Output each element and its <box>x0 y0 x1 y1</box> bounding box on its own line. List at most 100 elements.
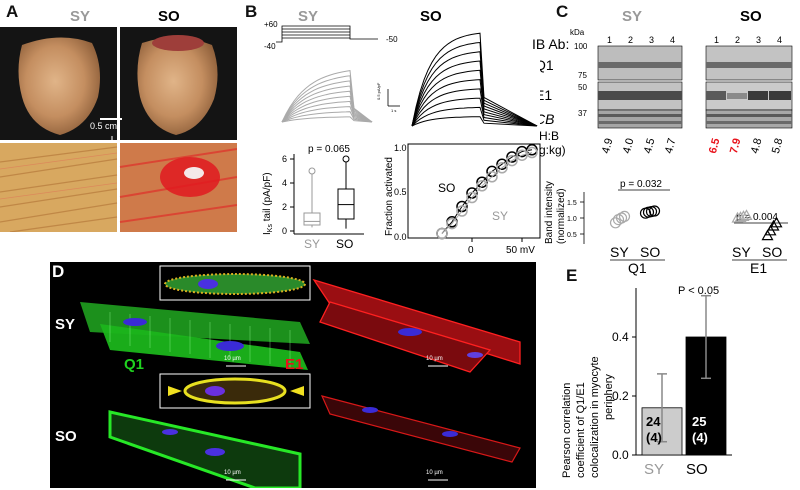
heart-photos <box>0 27 237 232</box>
trace-scale-x: 1 s <box>391 108 396 113</box>
panel-a-so-title: SO <box>158 8 180 25</box>
band-x-q1-sy: SY <box>610 244 629 260</box>
activation-point-sy <box>466 191 478 204</box>
pearson-ylabel-3: colocalization in myocyte <box>589 356 601 478</box>
marker-75: 75 <box>578 71 587 80</box>
activation-point-sy <box>446 217 458 230</box>
pearson-ylabel-2: coefficient of Q1/E1 <box>575 382 587 478</box>
activation-line-sy <box>441 152 533 234</box>
boxplot-ytick-2: 2 <box>282 202 287 212</box>
pearson-n-so: 25 <box>692 414 706 429</box>
panel-d-scale-so-q1: 10 µm <box>224 470 241 476</box>
band-point-e1 <box>740 209 753 221</box>
so-inset-arrow-right <box>290 386 304 396</box>
panel-c-sy-title: SY <box>622 8 643 25</box>
panel-d-label-q1: Q1 <box>124 356 145 373</box>
histology-sy <box>0 143 117 232</box>
box-iqr <box>337 188 355 220</box>
activation-ylabel: Fraction activated <box>384 157 395 236</box>
iks-boxplot: IKs tail (pA/pF) p = 0.065 0 2 4 6 SY SO <box>262 144 364 250</box>
panel-a-letter: A <box>6 2 19 21</box>
pearson-k-sy: (4) <box>646 430 662 445</box>
panel-d-scale-sy-e1: 10 µm <box>426 356 443 362</box>
so-trace <box>411 106 538 127</box>
panel-e-letter: E <box>566 266 578 285</box>
activation-label-so: SO <box>438 181 455 195</box>
protocol-vtail: -50 <box>386 35 398 44</box>
protocol-vhold: -40 <box>264 42 276 51</box>
activation-label-sy: SY <box>492 209 508 223</box>
so-trace <box>411 97 538 127</box>
activation-point-sy <box>456 205 468 217</box>
panel-d-scale-sy-q1: 10 µm <box>224 356 241 362</box>
sy-trace <box>281 70 373 123</box>
heart-scale-bar <box>100 118 122 120</box>
sy-trace <box>281 111 373 123</box>
activation-ytick-1: 1.0 <box>394 143 407 153</box>
sy-trace <box>281 85 373 123</box>
box-outlier <box>308 167 316 175</box>
boxplot-ytick-4: 4 <box>282 178 287 188</box>
so-current-traces <box>411 32 538 127</box>
panel-d-row-sy: SY <box>55 316 76 333</box>
boxplot-xtick-sy: SY <box>304 237 320 250</box>
lane-so-1: 1 <box>714 35 719 45</box>
protocol-steps <box>276 25 378 43</box>
activation-xtick-50: 50 mV <box>506 245 535 256</box>
band-point-e1 <box>770 216 783 228</box>
band-ytick-15: 1.5 <box>567 200 577 207</box>
boxplot-ytick-0: 0 <box>282 226 287 236</box>
pearson-p-value: P < 0.05 <box>678 285 719 297</box>
so-e1-cells <box>320 395 521 463</box>
activation-point-sy <box>486 171 498 183</box>
trace-scale-bar <box>387 89 400 107</box>
so-trace <box>411 41 538 127</box>
band-intensity-plot: Band intensity (normalized) p = 0.032 p … <box>544 179 788 276</box>
sy-trace <box>281 106 373 123</box>
activation-point-sy <box>496 162 508 174</box>
activation-plot: Fraction activated 0.0 0.5 1.0 0 50 mV S… <box>384 143 541 256</box>
band-x-e1-sy: SY <box>732 244 751 260</box>
lane-so-2: 2 <box>735 35 740 45</box>
band-x-q1-so: SO <box>640 244 660 260</box>
lane-sy-3: 3 <box>649 35 654 45</box>
pearson-ytick-02: 0.2 <box>612 389 629 403</box>
sy-trace <box>281 95 373 123</box>
activation-ytick-0: 0.0 <box>394 232 407 242</box>
box-outlier <box>342 155 350 163</box>
panel-d-label-e1: E1 <box>285 356 304 373</box>
panel-d-row-so: SO <box>55 428 77 445</box>
activation-ytick-05: 0.5 <box>394 187 407 197</box>
box-iqr <box>303 212 321 226</box>
activation-point-sy <box>476 180 488 192</box>
blot-sy-cb <box>597 109 683 129</box>
hb-label-1: H:B <box>540 129 559 143</box>
sy-trace <box>281 100 373 123</box>
so-trace <box>411 116 538 127</box>
kda-label: kDa <box>570 28 585 37</box>
pearson-k-so: (4) <box>692 430 708 445</box>
band-ytick-05: 0.5 <box>567 232 577 239</box>
activation-point-so <box>476 176 488 188</box>
marker-100: 100 <box>574 42 588 51</box>
pearson-ylabel-1: Pearson correlation <box>561 383 573 478</box>
trace-scale-y: 0.5 pA/pF <box>376 82 381 100</box>
so-trace <box>411 88 538 127</box>
band-x-e1-so: SO <box>762 244 782 260</box>
boxplot-xtick-so: SO <box>336 237 353 250</box>
activation-point-sy <box>436 227 448 240</box>
panel-b-so-title: SO <box>420 8 442 25</box>
band-group-q1: Q1 <box>628 260 647 276</box>
sy-trace <box>281 80 373 123</box>
band-ylabel-1: Band intensity <box>544 181 555 244</box>
confocal-images <box>80 265 521 488</box>
so-trace <box>411 79 538 127</box>
so-q1-cells <box>108 410 302 488</box>
sy-current-traces <box>281 70 373 123</box>
ib-ab-label: IB Ab: <box>532 36 570 52</box>
panel-b-letter: B <box>245 2 258 21</box>
lane-so-3: 3 <box>756 35 761 45</box>
sy-trace <box>281 116 373 123</box>
panel-c-letter: C <box>556 2 569 21</box>
panel-b-sy-title: SY <box>298 8 319 25</box>
